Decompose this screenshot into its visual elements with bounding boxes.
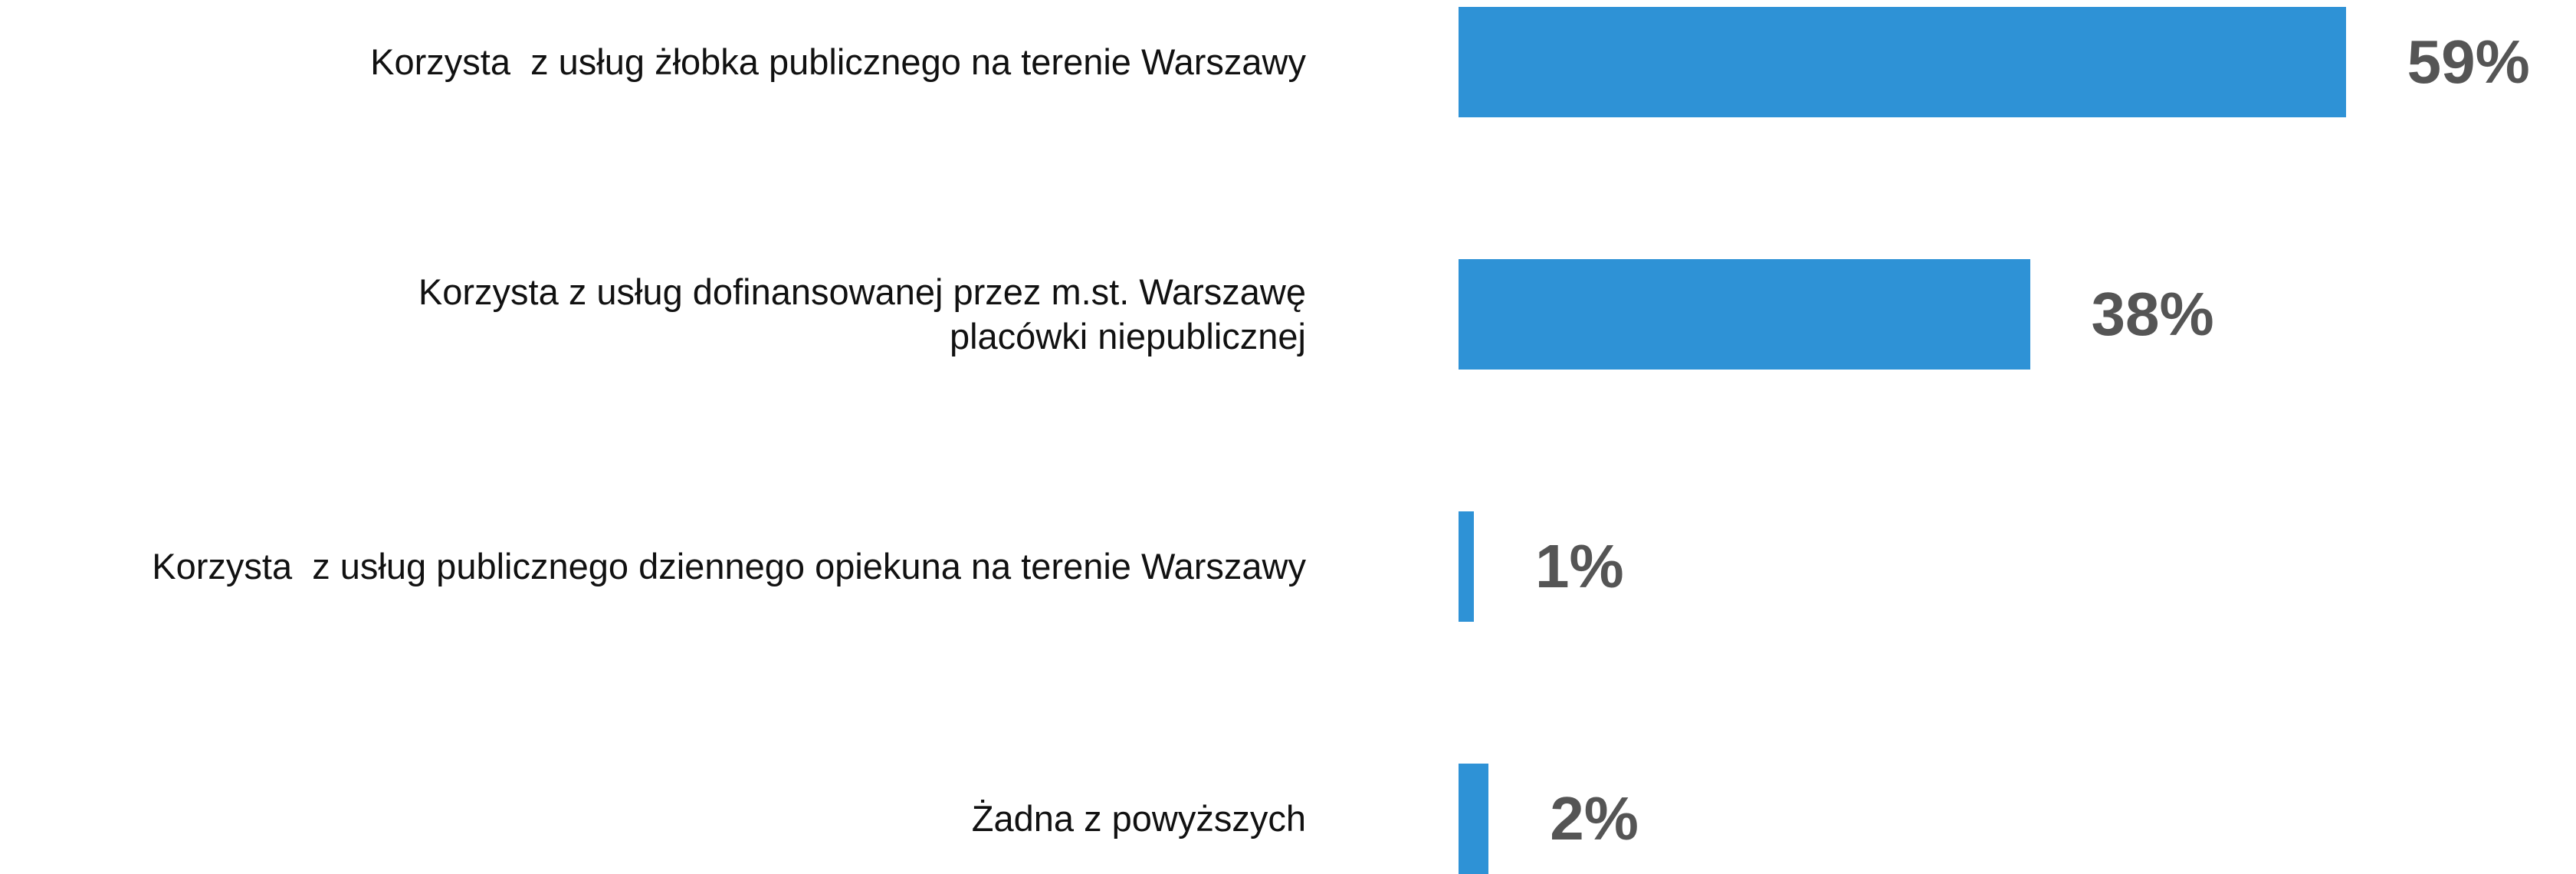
bar — [1459, 7, 2346, 117]
category-label: Korzysta z usług żłobka publicznego na t… — [370, 41, 1306, 82]
category-label: Korzysta z usług dofinansowanej przez m.… — [418, 271, 1306, 356]
bar — [1459, 764, 1489, 874]
bar — [1459, 511, 1474, 622]
value-label: 38% — [2091, 280, 2214, 348]
value-label: 1% — [1535, 532, 1624, 600]
category-label: Żadna z powyższych — [971, 798, 1306, 839]
category-label: Korzysta z usług publicznego dziennego o… — [152, 546, 1306, 586]
bar — [1459, 259, 2030, 370]
value-label: 2% — [1550, 784, 1639, 853]
value-label: 59% — [2407, 28, 2530, 96]
